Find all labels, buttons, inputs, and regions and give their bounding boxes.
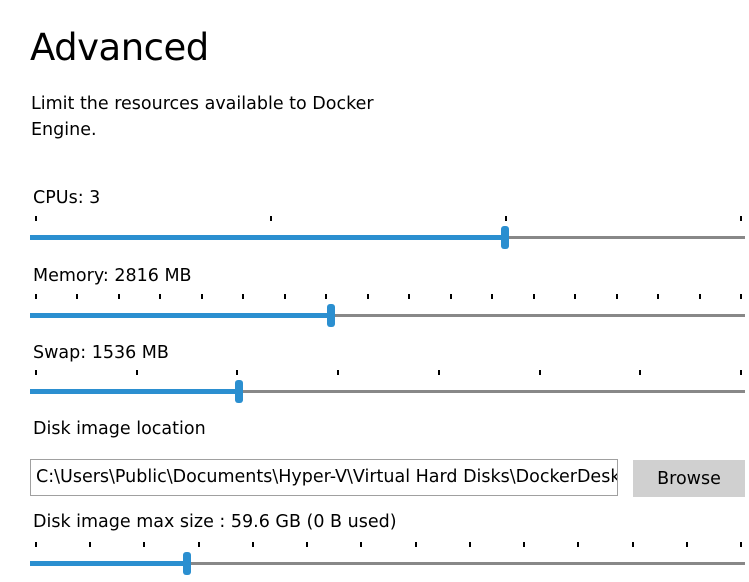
- slider-thumb[interactable]: [327, 304, 336, 327]
- slider-tick: [159, 294, 162, 299]
- slider-tick: [505, 216, 507, 221]
- disk-size-slider[interactable]: [30, 542, 745, 582]
- slider-tick: [639, 370, 642, 375]
- slider-tick: [76, 294, 79, 299]
- page-title: Advanced: [30, 26, 209, 69]
- slider-tick: [574, 294, 577, 299]
- slider-track[interactable]: [30, 314, 745, 317]
- disk-size-label: Disk image max size : 59.6 GB (0 B used): [33, 512, 397, 532]
- swap-label: Swap: 1536 MB: [33, 343, 169, 363]
- slider-thumb[interactable]: [501, 226, 510, 249]
- slider-tick: [306, 542, 309, 547]
- slider-thumb[interactable]: [235, 380, 244, 403]
- slider-tick: [577, 542, 580, 547]
- slider-fill: [30, 389, 240, 394]
- slider-tick: [200, 294, 203, 299]
- slider-tick: [251, 542, 254, 547]
- slider-tick: [283, 294, 286, 299]
- slider-tick: [740, 294, 742, 299]
- slider-tick: [685, 542, 688, 547]
- slider-tick: [117, 294, 120, 299]
- slider-tick: [414, 542, 417, 547]
- slider-tick: [337, 370, 340, 375]
- slider-tick: [538, 370, 541, 375]
- slider-fill: [30, 313, 332, 318]
- slider-tick: [468, 542, 471, 547]
- slider-tick: [491, 294, 494, 299]
- slider-tick: [325, 294, 328, 299]
- browse-button[interactable]: Browse: [633, 460, 745, 497]
- slider-tick: [657, 294, 660, 299]
- slider-tick: [236, 370, 239, 375]
- disk-location-input[interactable]: C:\Users\Public\Documents\Hyper-V\Virtua…: [30, 459, 618, 496]
- slider-tick: [408, 294, 411, 299]
- slider-tick: [532, 294, 535, 299]
- swap-slider[interactable]: [30, 370, 745, 410]
- cpus-slider[interactable]: [30, 216, 745, 256]
- slider-tick: [437, 370, 440, 375]
- slider-fill: [30, 235, 506, 240]
- slider-tick: [740, 370, 742, 375]
- slider-tick: [698, 294, 701, 299]
- slider-tick: [740, 216, 742, 221]
- slider-tick: [270, 216, 272, 221]
- slider-tick: [360, 542, 363, 547]
- slider-thumb[interactable]: [182, 552, 191, 575]
- slider-fill: [30, 561, 187, 566]
- slider-tick: [35, 294, 37, 299]
- slider-tick: [135, 370, 138, 375]
- page-description: Limit the resources available to Docker …: [31, 94, 374, 140]
- slider-tick: [631, 542, 634, 547]
- slider-tick: [366, 294, 369, 299]
- slider-tick: [35, 370, 37, 375]
- slider-tick: [89, 542, 92, 547]
- disk-location-label: Disk image location: [33, 419, 206, 439]
- slider-tick: [523, 542, 526, 547]
- slider-tick: [449, 294, 452, 299]
- slider-tick: [35, 216, 37, 221]
- slider-track[interactable]: [30, 390, 745, 393]
- slider-tick: [197, 542, 200, 547]
- memory-label: Memory: 2816 MB: [33, 266, 192, 286]
- memory-slider[interactable]: [30, 294, 745, 334]
- cpus-label: CPUs: 3: [33, 188, 101, 208]
- slider-tick: [242, 294, 245, 299]
- slider-track[interactable]: [30, 562, 745, 565]
- slider-tick: [35, 542, 37, 547]
- slider-tick: [615, 294, 618, 299]
- slider-tick: [740, 542, 742, 547]
- slider-tick: [143, 542, 146, 547]
